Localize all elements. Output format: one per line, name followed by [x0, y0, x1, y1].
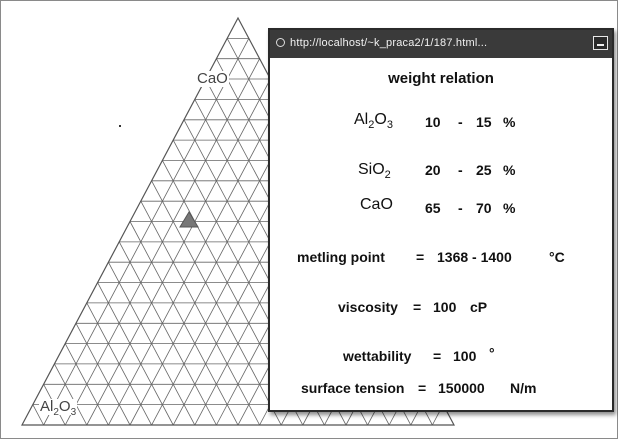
wettability-equals: =	[433, 348, 442, 364]
range-unit-cao: %	[503, 200, 516, 216]
popup-window: http://localhost/~k_praca2/1/187.html...…	[268, 28, 614, 412]
oxide-name-cao: CaO	[360, 196, 393, 213]
wettability-value: 100	[453, 348, 477, 364]
grid-line	[75, 323, 131, 426]
range-unit-sio2: %	[503, 162, 516, 178]
range-high-cao: 70	[476, 200, 492, 216]
grid-line	[140, 200, 260, 426]
viscosity-equals: =	[413, 299, 422, 315]
range-unit-al2o3: %	[503, 114, 516, 130]
grid-line	[32, 404, 44, 426]
range-low-al2o3: 10	[425, 114, 441, 130]
oxide-name-al2o3: Al2O3	[354, 111, 393, 132]
wettability-unit: °	[489, 345, 495, 361]
grid-line	[86, 78, 271, 426]
grid-line	[43, 38, 250, 426]
range-dash-al2o3: -	[458, 114, 463, 130]
range-dash-cao: -	[458, 200, 463, 216]
composition-marker[interactable]	[179, 211, 199, 228]
stray-dot	[119, 125, 121, 127]
grid-line	[54, 363, 88, 426]
grid-line	[118, 241, 217, 426]
range-dash-sio2: -	[458, 162, 463, 178]
melting-point-unit: °C	[549, 249, 565, 265]
grid-line	[129, 119, 293, 426]
vertex-label-al2o3: Al2O3	[39, 398, 78, 418]
browser-icon	[276, 38, 285, 47]
viscosity-label: viscosity	[338, 299, 398, 315]
popup-content: weight relation Al2O3 10 - 15 % SiO2 20 …	[270, 58, 612, 410]
surface-tension-label: surface tension	[301, 380, 405, 396]
popup-heading: weight relation	[388, 70, 494, 87]
wettability-label: wettability	[343, 348, 412, 364]
viscosity-unit: cP	[470, 299, 488, 315]
melting-point-equals: =	[416, 249, 425, 265]
surface-tension-unit: N/m	[510, 380, 537, 396]
melting-point-value: 1368 - 1400	[437, 249, 512, 265]
grid-line	[108, 99, 282, 426]
grid-line	[97, 282, 174, 426]
grid-line	[64, 58, 260, 426]
range-high-al2o3: 15	[476, 114, 492, 130]
viscosity-value: 100	[433, 299, 457, 315]
window-titlebar[interactable]: http://localhost/~k_praca2/1/187.html...	[270, 30, 612, 58]
surface-tension-value: 150000	[438, 380, 485, 396]
vertex-label-cao: CaO	[196, 70, 229, 87]
oxide-name-sio2: SiO2	[358, 161, 391, 182]
melting-point-label: metling point	[297, 249, 385, 265]
window-url: http://localhost/~k_praca2/1/187.html...	[290, 37, 488, 49]
range-high-sio2: 25	[476, 162, 492, 178]
range-low-sio2: 20	[425, 162, 441, 178]
surface-tension-equals: =	[418, 380, 427, 396]
minimize-icon	[597, 44, 604, 46]
range-low-cao: 65	[425, 200, 441, 216]
minimize-button[interactable]	[593, 36, 608, 50]
